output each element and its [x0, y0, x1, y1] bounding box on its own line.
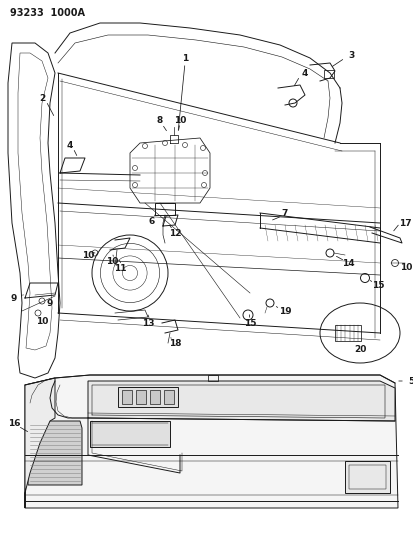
Text: 14: 14 [341, 259, 354, 268]
Text: 15: 15 [371, 280, 383, 289]
Bar [323, 70, 333, 78]
Bar [90, 421, 170, 447]
Polygon shape [25, 375, 397, 508]
Polygon shape [88, 381, 394, 421]
Text: 10: 10 [82, 251, 94, 260]
Text: 8: 8 [157, 116, 163, 125]
Text: 10: 10 [399, 262, 411, 271]
Text: 11: 11 [114, 263, 126, 272]
Polygon shape [25, 378, 55, 508]
Text: 19: 19 [278, 306, 291, 316]
Text: 13: 13 [141, 319, 154, 327]
Bar [122, 390, 132, 404]
Text: 12: 12 [169, 229, 181, 238]
Bar [207, 375, 218, 381]
Text: 5: 5 [407, 376, 413, 385]
Text: 1: 1 [181, 53, 188, 62]
Text: 17: 17 [398, 219, 411, 228]
Bar [334, 325, 360, 341]
Text: 15: 15 [243, 319, 256, 327]
Bar [150, 390, 159, 404]
Ellipse shape [319, 303, 399, 363]
Text: 18: 18 [169, 338, 181, 348]
Text: 9: 9 [11, 294, 17, 303]
Text: 4: 4 [66, 141, 73, 149]
Text: 7: 7 [281, 208, 287, 217]
Text: 3: 3 [348, 51, 354, 60]
Text: 10: 10 [36, 317, 48, 326]
Bar [348, 465, 385, 489]
Bar [164, 390, 173, 404]
Text: 16: 16 [8, 418, 20, 427]
Bar [136, 390, 146, 404]
Text: 93233  1000A: 93233 1000A [10, 8, 85, 18]
Text: 9: 9 [47, 298, 53, 308]
Bar [344, 461, 389, 493]
Bar [118, 387, 178, 407]
Text: 10: 10 [173, 116, 186, 125]
Text: 4: 4 [301, 69, 307, 77]
Text: 2: 2 [39, 93, 45, 102]
Text: 20: 20 [353, 345, 366, 354]
Polygon shape [28, 421, 82, 485]
Text: 6: 6 [149, 216, 155, 225]
Text: 10: 10 [106, 256, 118, 265]
